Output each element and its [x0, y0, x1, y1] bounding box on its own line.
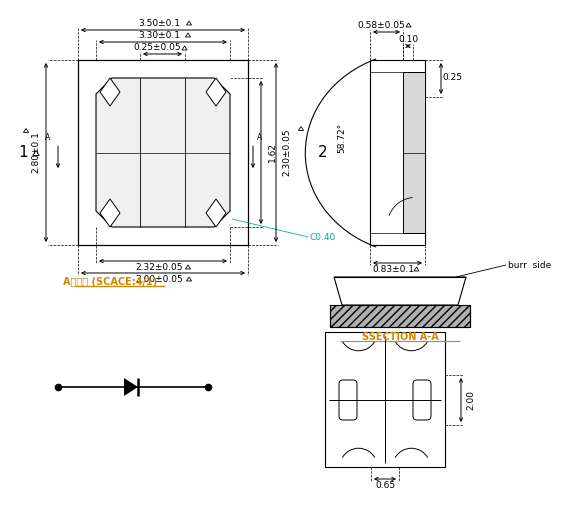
FancyBboxPatch shape	[339, 380, 357, 420]
Text: 1: 1	[18, 145, 28, 160]
Text: A尺寸图 (SCACE:4/1): A尺寸图 (SCACE:4/1)	[63, 277, 157, 287]
Text: 0.10: 0.10	[398, 34, 418, 44]
Text: 0.58±0.05: 0.58±0.05	[358, 20, 405, 29]
Text: 2.32±0.05: 2.32±0.05	[135, 264, 183, 272]
Polygon shape	[206, 199, 226, 227]
Polygon shape	[96, 78, 230, 227]
Bar	[370, 60, 425, 245]
Bar	[325, 332, 445, 467]
Text: 0.25: 0.25	[442, 74, 462, 83]
Polygon shape	[206, 78, 226, 106]
Text: A: A	[45, 133, 50, 142]
Text: 58.72°: 58.72°	[337, 123, 346, 153]
Text: 3.00±0.05: 3.00±0.05	[135, 275, 183, 284]
FancyBboxPatch shape	[413, 380, 431, 420]
Text: C0.40: C0.40	[310, 233, 336, 241]
Text: 2.00: 2.00	[466, 390, 475, 410]
Text: 2.30±0.05: 2.30±0.05	[282, 129, 291, 176]
Polygon shape	[100, 199, 120, 227]
Text: 2: 2	[318, 145, 328, 160]
Text: burr  side: burr side	[508, 261, 551, 270]
Polygon shape	[334, 277, 466, 305]
Text: SSECTION A-A: SSECTION A-A	[362, 332, 439, 342]
Bar	[78, 60, 248, 245]
Text: 0.25±0.05: 0.25±0.05	[134, 44, 181, 53]
Text: 3.30±0.1: 3.30±0.1	[138, 30, 180, 40]
Bar	[403, 72, 425, 233]
Text: 0.65: 0.65	[375, 482, 395, 490]
Text: 0.83±0.1: 0.83±0.1	[372, 266, 414, 274]
Text: 1.62: 1.62	[268, 142, 277, 163]
Polygon shape	[124, 378, 138, 396]
Bar	[330, 305, 470, 327]
Text: 3.50±0.1: 3.50±0.1	[138, 18, 180, 27]
Text: A: A	[258, 133, 263, 142]
Polygon shape	[100, 78, 120, 106]
Text: 2.80±0.1: 2.80±0.1	[32, 131, 41, 173]
